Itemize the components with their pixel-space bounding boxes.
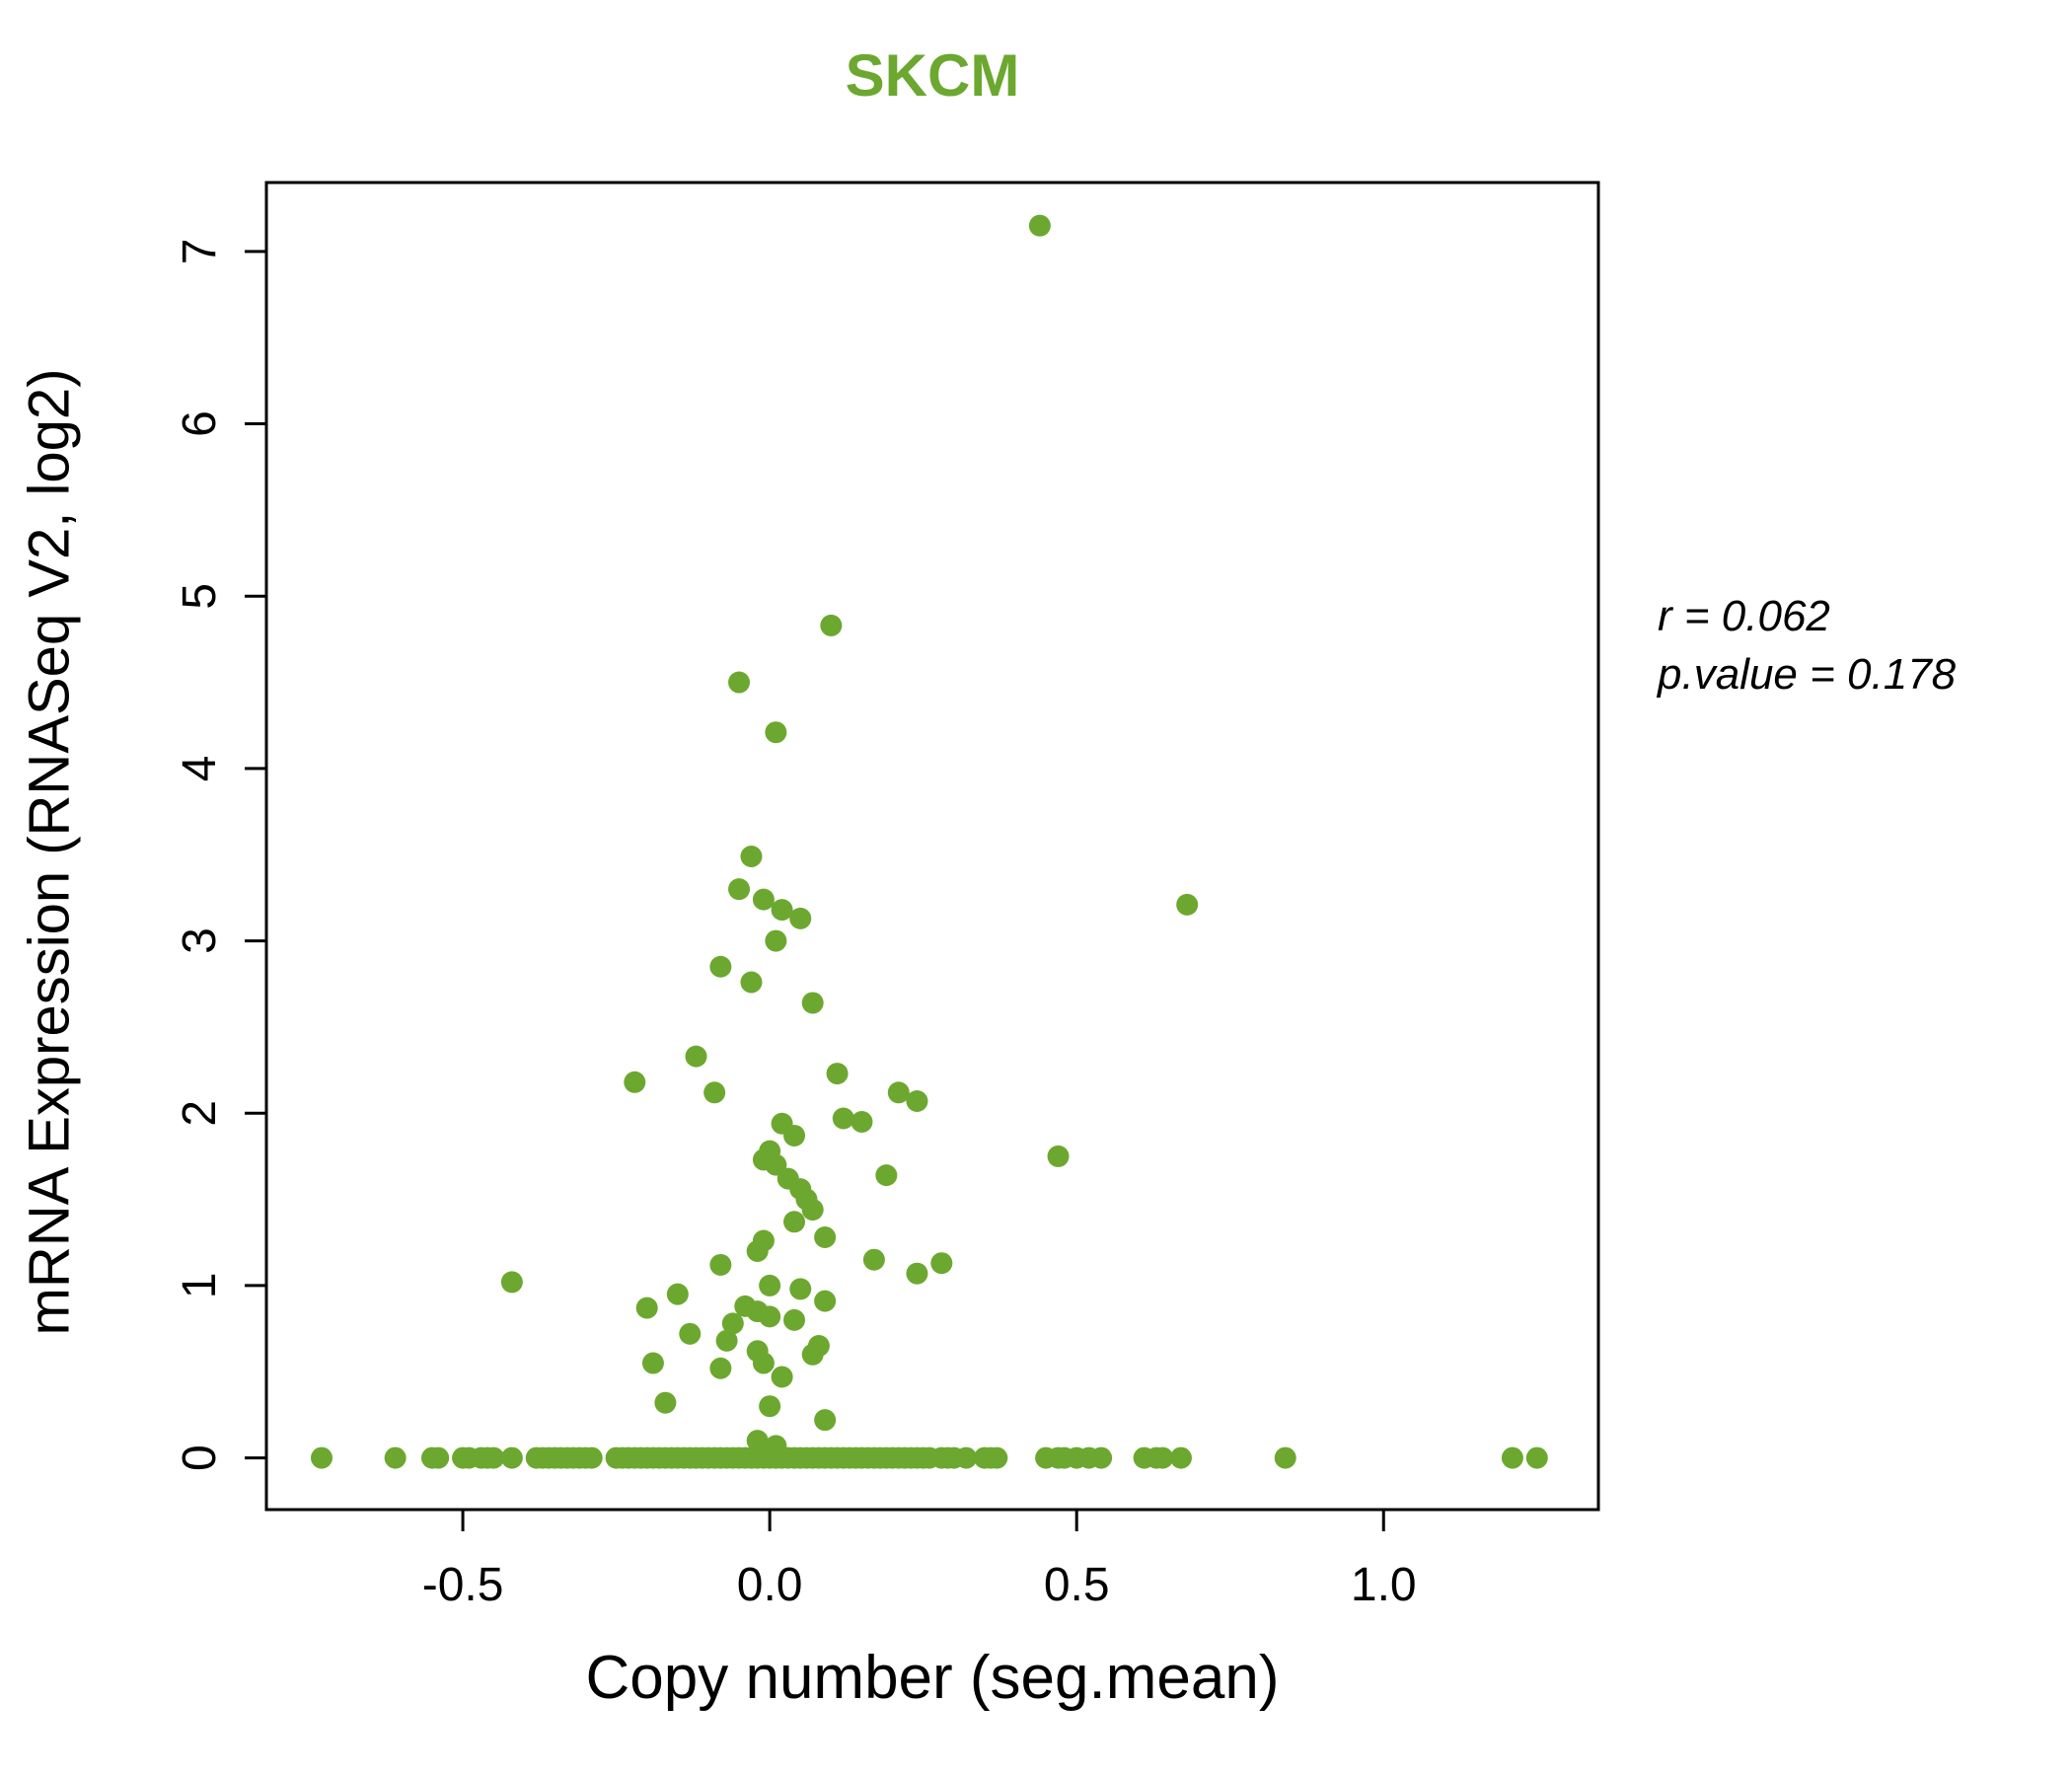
data-point bbox=[826, 1063, 849, 1085]
data-point bbox=[875, 1164, 898, 1187]
data-point bbox=[679, 1322, 702, 1345]
data-point bbox=[771, 1366, 793, 1388]
data-point bbox=[789, 1278, 812, 1300]
data-point bbox=[482, 1446, 505, 1469]
data-point bbox=[759, 1395, 781, 1418]
data-point bbox=[1151, 1446, 1174, 1469]
data-point bbox=[814, 1226, 837, 1249]
y-tick-label: 1 bbox=[174, 1273, 226, 1299]
data-point bbox=[427, 1446, 450, 1469]
y-tick-label: 5 bbox=[174, 583, 226, 610]
y-tick-label: 4 bbox=[174, 756, 226, 782]
plot-border bbox=[264, 181, 1600, 1512]
data-point bbox=[906, 1090, 928, 1113]
data-point bbox=[746, 1430, 769, 1452]
y-tick-label: 0 bbox=[174, 1444, 226, 1471]
data-point bbox=[500, 1271, 523, 1294]
data-point bbox=[759, 1274, 781, 1296]
data-point bbox=[765, 721, 787, 744]
data-point bbox=[709, 1253, 732, 1276]
data-point bbox=[384, 1446, 407, 1469]
data-point bbox=[624, 1071, 646, 1093]
data-point bbox=[851, 1110, 873, 1133]
y-tick-label: 3 bbox=[174, 927, 226, 954]
data-point bbox=[580, 1446, 603, 1469]
data-point bbox=[721, 1312, 744, 1335]
data-point bbox=[641, 1352, 664, 1374]
data-point bbox=[752, 888, 775, 911]
x-tick-label: 0.0 bbox=[737, 1559, 803, 1611]
data-point bbox=[862, 1248, 885, 1271]
chart-title: SKCM bbox=[845, 42, 1020, 109]
data-point bbox=[740, 845, 763, 867]
data-point bbox=[728, 878, 751, 901]
data-point bbox=[635, 1296, 658, 1319]
data-point bbox=[1176, 893, 1199, 916]
data-point bbox=[801, 992, 824, 1014]
data-point bbox=[887, 1081, 910, 1104]
r-value-text: r = 0.062 bbox=[1658, 592, 1830, 640]
y-tick-label: 2 bbox=[174, 1100, 226, 1127]
data-point bbox=[709, 955, 732, 978]
x-tick-label: 1.0 bbox=[1351, 1559, 1417, 1611]
data-point bbox=[801, 1343, 824, 1366]
data-point bbox=[740, 971, 763, 994]
data-point bbox=[728, 671, 751, 694]
data-point bbox=[715, 1329, 738, 1352]
data-point bbox=[1047, 1145, 1070, 1167]
y-tick-label: 7 bbox=[174, 239, 226, 265]
data-point bbox=[789, 907, 812, 929]
data-point bbox=[666, 1283, 689, 1305]
data-point bbox=[1169, 1446, 1192, 1469]
p-value-text: p.value = 0.178 bbox=[1658, 650, 1957, 700]
data-point bbox=[986, 1446, 1008, 1469]
data-point bbox=[930, 1252, 953, 1275]
data-point bbox=[759, 1305, 781, 1328]
y-tick-label: 6 bbox=[174, 410, 226, 437]
data-point bbox=[703, 1081, 726, 1104]
data-point bbox=[310, 1446, 333, 1469]
data-point bbox=[783, 1124, 806, 1147]
x-axis-label: Copy number (seg.mean) bbox=[585, 1644, 1280, 1712]
data-point bbox=[709, 1357, 732, 1379]
data-point bbox=[801, 1199, 824, 1221]
data-point bbox=[906, 1262, 928, 1285]
data-point bbox=[500, 1446, 523, 1469]
data-point bbox=[1501, 1446, 1523, 1469]
data-point bbox=[832, 1107, 854, 1130]
y-axis-label: mRNA Expression (RNASeq V2, log2) bbox=[17, 368, 82, 1336]
data-point bbox=[783, 1308, 806, 1331]
data-point bbox=[752, 1352, 775, 1374]
x-tick-label: -0.5 bbox=[422, 1559, 504, 1611]
data-point bbox=[654, 1391, 677, 1414]
data-point bbox=[1525, 1446, 1548, 1469]
data-point bbox=[746, 1239, 769, 1262]
data-point bbox=[955, 1446, 978, 1469]
stats-annotation: r = 0.062 p.value = 0.178 bbox=[1658, 587, 1956, 704]
data-point bbox=[820, 614, 843, 636]
data-point bbox=[685, 1045, 707, 1068]
data-point bbox=[814, 1409, 837, 1432]
x-tick-label: 0.5 bbox=[1044, 1559, 1110, 1611]
data-point bbox=[771, 899, 793, 922]
data-point bbox=[1028, 214, 1051, 237]
data-point bbox=[783, 1211, 806, 1233]
data-point bbox=[765, 929, 787, 952]
data-point bbox=[814, 1290, 837, 1312]
data-point bbox=[1274, 1446, 1296, 1469]
data-point bbox=[1090, 1446, 1113, 1469]
